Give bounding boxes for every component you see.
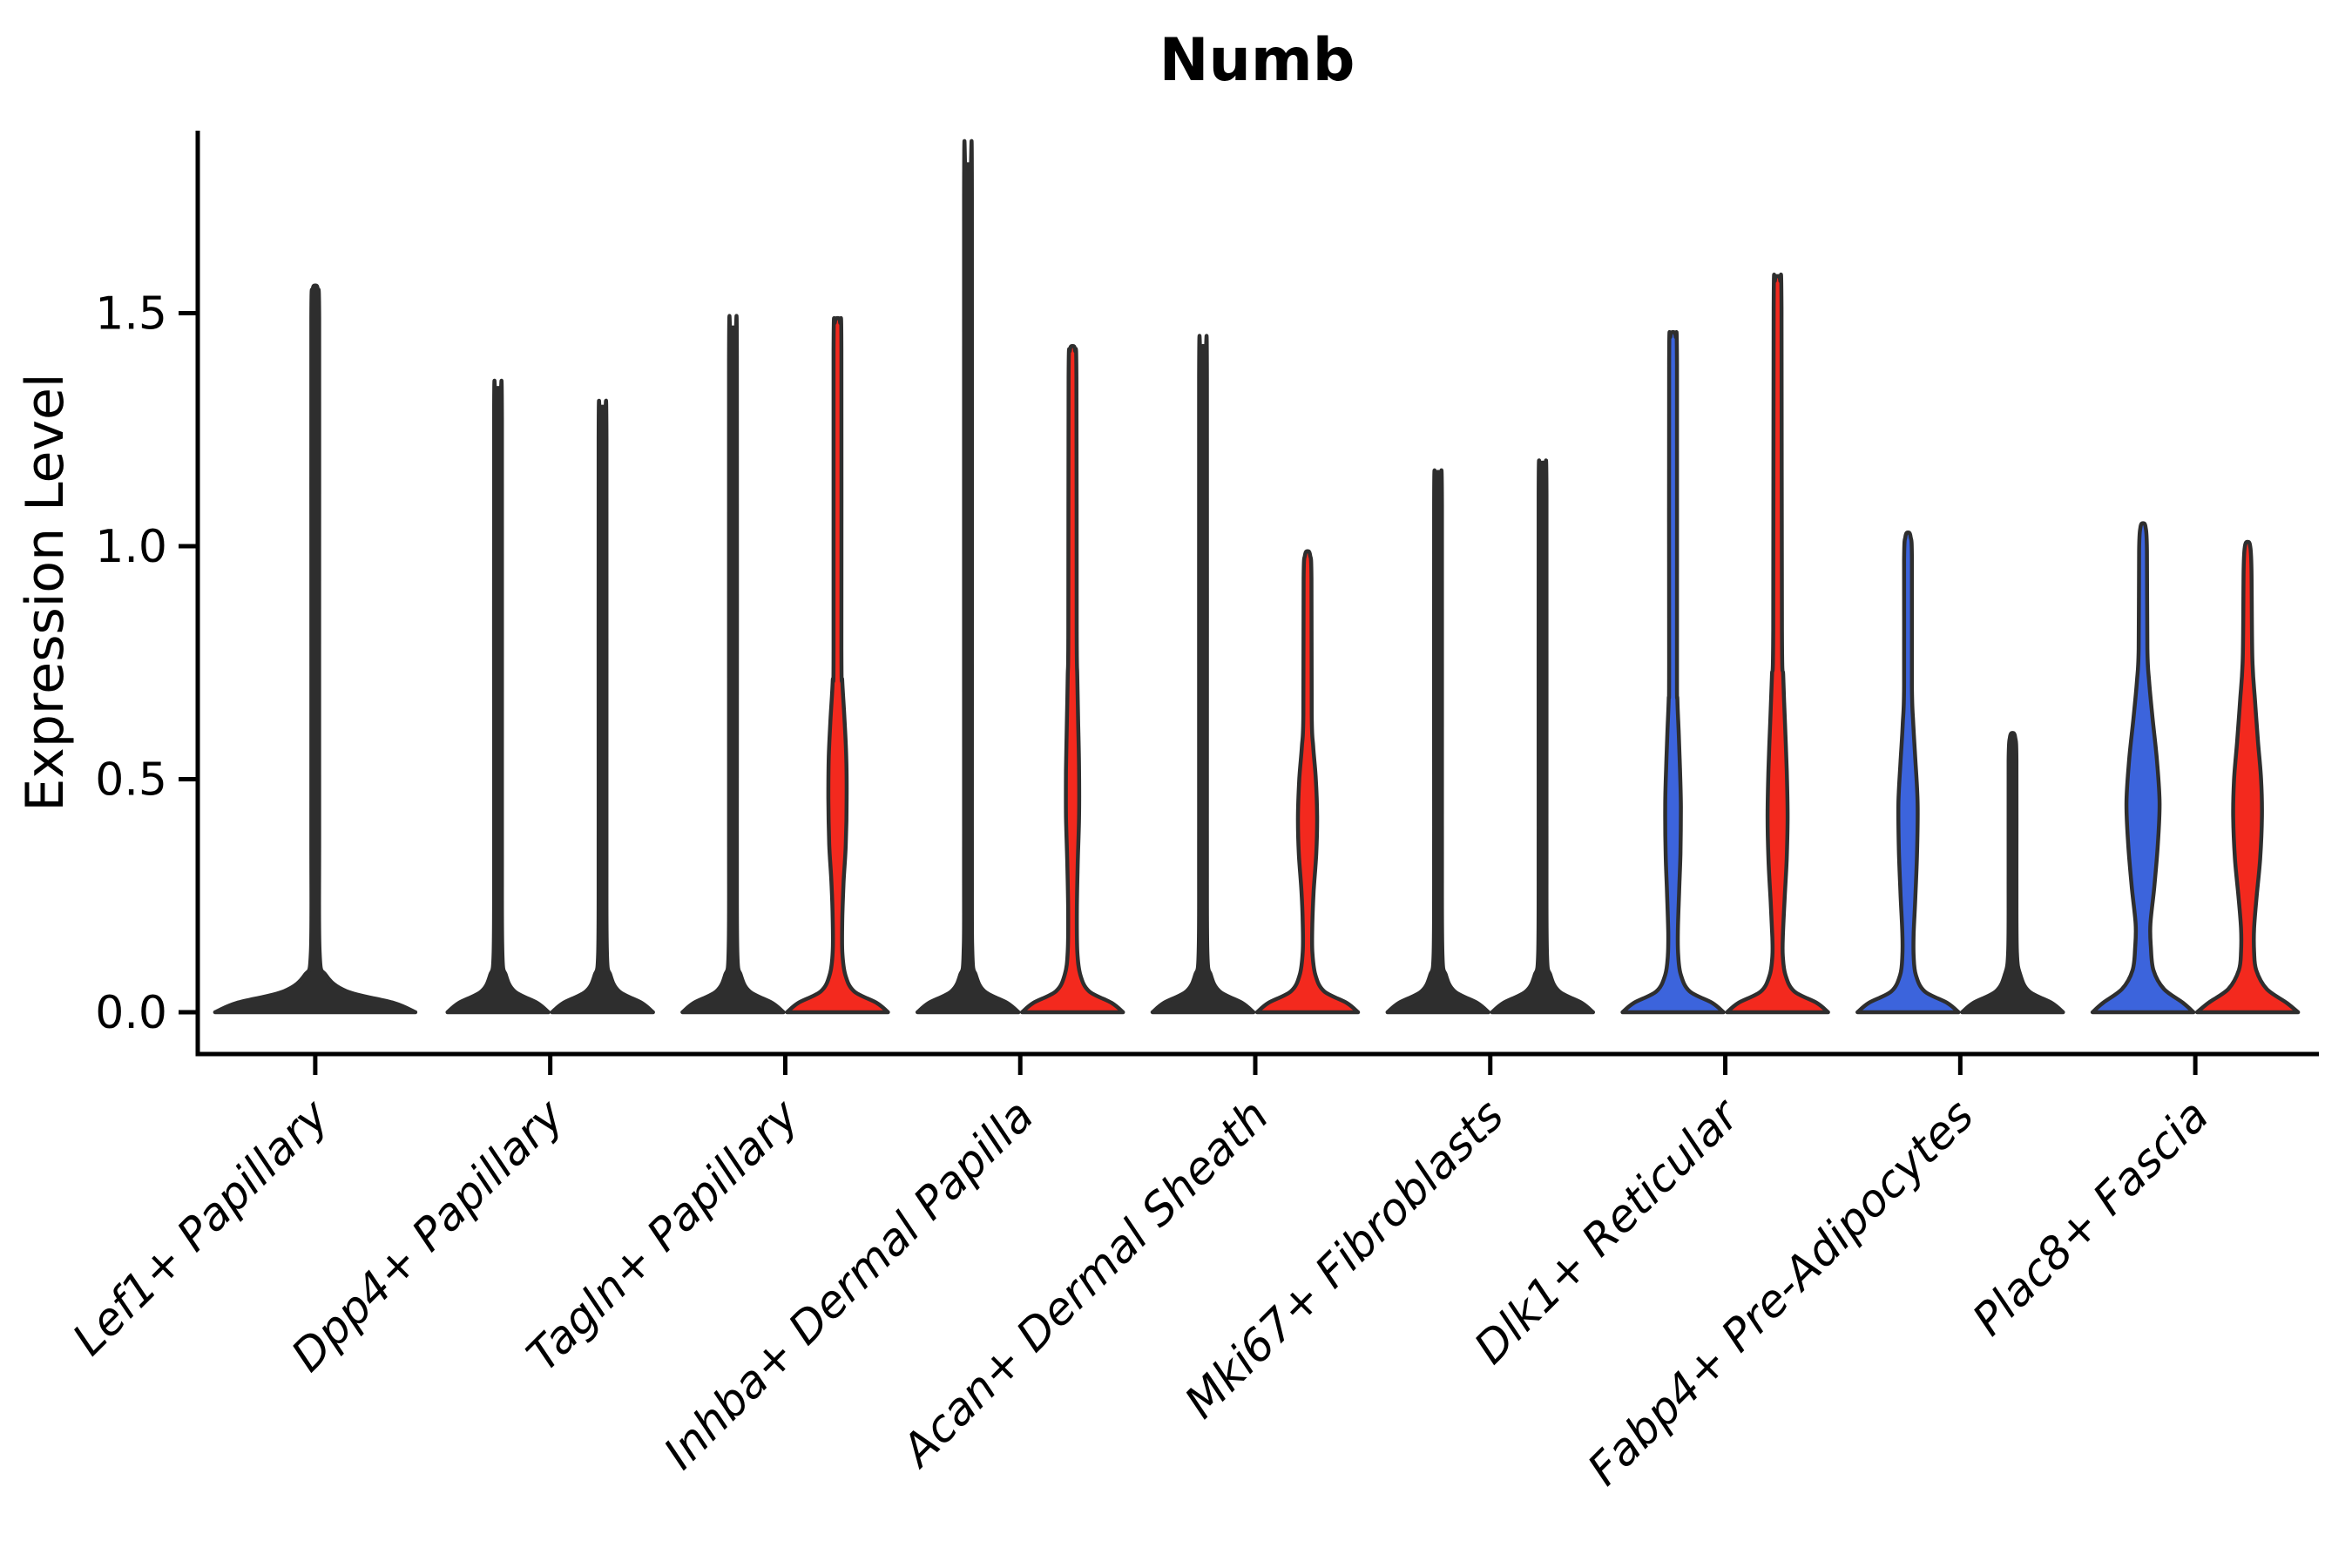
expression-point — [2008, 754, 2017, 763]
violin-acan-dermal-sheath-left — [1150, 334, 1256, 1015]
y-tick-label: 1.0 — [95, 521, 167, 573]
violins-layer — [213, 139, 2301, 1015]
violin-mki67-fibroblasts-left — [1385, 468, 1491, 1015]
violin-tagln-papillary-left — [680, 314, 786, 1015]
x-tick-label-plac8-fascia: Plac8+ Fascia — [1963, 1090, 2220, 1346]
y-axis-ticks: 0.0 0.5 1.0 1.5 — [95, 288, 198, 1039]
violin-plac8-fascia-right — [2194, 539, 2301, 1015]
x-tick-label-lef1-papillary: Lef1+ Papillary — [64, 1090, 340, 1366]
x-tick-label-inhba-dermal-papilla: Inhba+ Dermal Papilla — [654, 1090, 1044, 1479]
chart-title: Numb — [1159, 26, 1355, 95]
violin-inhba-dermal-papilla-left — [915, 139, 1021, 1015]
expression-point — [2008, 767, 2017, 777]
violin-plac8-fascia-left — [2090, 521, 2196, 1015]
y-tick-label: 1.5 — [95, 288, 167, 341]
violin-lef1-papillary-center — [213, 283, 418, 1015]
violin-tagln-papillary-right — [785, 315, 890, 1015]
y-axis-label: Expression Level — [15, 373, 76, 811]
violin-inhba-dermal-papilla-right — [1019, 343, 1125, 1015]
x-tick-label-fabp4-pre-adipocytes: Fabp4+ Pre-Adipocytes — [1578, 1090, 1984, 1496]
y-tick-label: 0.5 — [95, 754, 167, 807]
violin-fabp4-pre-adipocytes-left — [1855, 531, 1961, 1015]
violin-fabp4-pre-adipocytes-right — [1960, 731, 2065, 1015]
violin-dpp4-papillary-left — [445, 378, 551, 1015]
violin-mki67-fibroblasts-right — [1490, 458, 1596, 1015]
y-tick-label: 0.0 — [95, 987, 167, 1039]
violin-acan-dermal-sheath-right — [1254, 549, 1361, 1015]
violin-dlk1-reticular-left — [1620, 329, 1726, 1015]
violin-dlk1-reticular-right — [1725, 272, 1830, 1015]
violin-dpp4-papillary-right — [550, 398, 655, 1015]
